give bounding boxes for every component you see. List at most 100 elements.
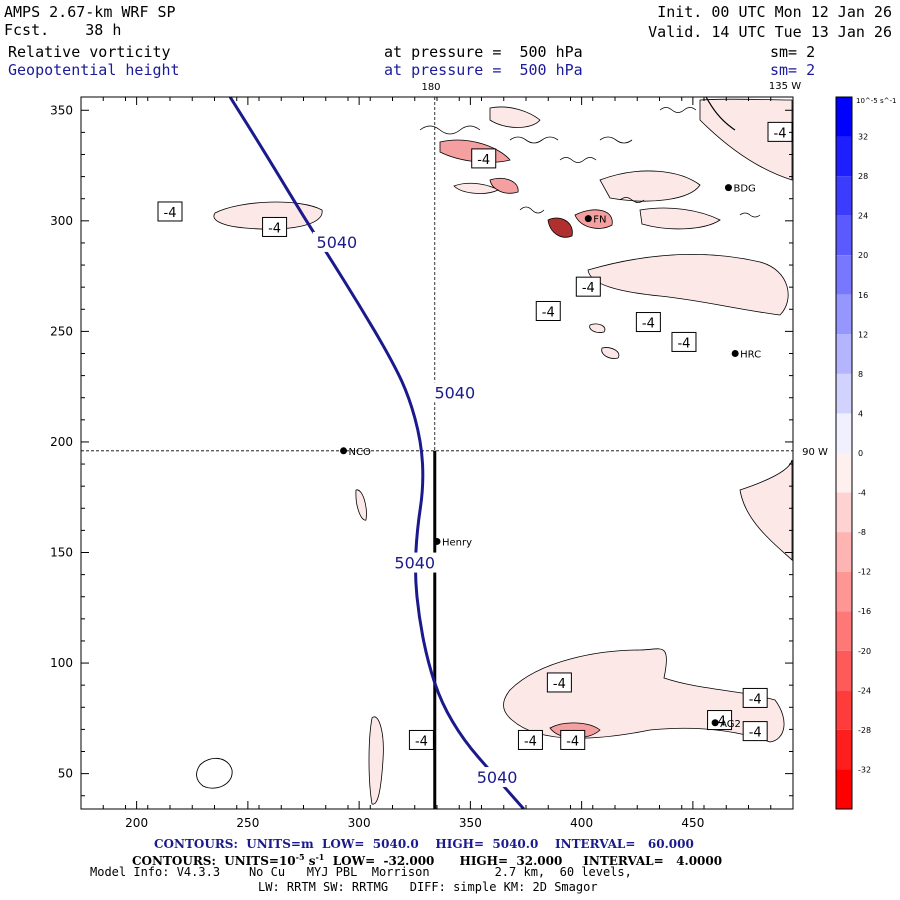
smooth2-label: sm= 2 bbox=[770, 61, 816, 79]
colorbar-segment-17 bbox=[836, 769, 852, 809]
vorticity-region-1 bbox=[587, 254, 789, 316]
colorbar-tick-label: -16 bbox=[858, 607, 871, 616]
fcst-label: Fcst. bbox=[4, 21, 50, 39]
vorticity-contour-3 bbox=[519, 206, 545, 214]
vorticity-contour-label: -4 bbox=[749, 726, 762, 741]
colorbar-segment-3 bbox=[836, 215, 852, 256]
colorbar-tick-label: 20 bbox=[858, 251, 868, 260]
station-dot-bdg bbox=[724, 184, 732, 192]
colorbar-tick-label: 24 bbox=[858, 212, 868, 221]
colorbar-segment-14 bbox=[836, 650, 852, 691]
vorticity-label-box-8 bbox=[742, 687, 768, 708]
station-dot-fn bbox=[584, 215, 592, 223]
y-tick-label: 100 bbox=[50, 656, 73, 670]
x-tick-label: 350 bbox=[459, 816, 482, 830]
vorticity-region-2 bbox=[503, 648, 785, 743]
colorbar-tick-label: 12 bbox=[858, 330, 868, 339]
lon-135w-label: 135 W bbox=[769, 81, 801, 92]
station-label-ag2: AG2 bbox=[720, 719, 741, 730]
footer-l2-exp2: -1 bbox=[315, 852, 325, 862]
colorbar-segment-8 bbox=[836, 413, 852, 453]
vorticity-contour-label: -4 bbox=[774, 126, 787, 141]
vorticity-contour-label: -4 bbox=[164, 206, 177, 221]
station-dot-ag2 bbox=[711, 719, 719, 727]
colorbar-segment-5 bbox=[836, 294, 852, 335]
lon-90w-label: 90 W bbox=[802, 447, 828, 458]
fcst-value: 38 h bbox=[85, 21, 122, 39]
field1-label: Relative vorticity bbox=[8, 43, 171, 61]
colorbar-segment-12 bbox=[836, 571, 852, 612]
vorticity-contour-5 bbox=[659, 107, 697, 113]
vorticity-contour-label: -4 bbox=[566, 734, 579, 749]
y-tick-label: 150 bbox=[50, 546, 73, 560]
x-tick-label: 200 bbox=[125, 816, 148, 830]
footer-line1: CONTOURS: UNITS=m LOW= 5040.0 HIGH= 5040… bbox=[154, 838, 694, 851]
station-dot-henry bbox=[433, 537, 441, 545]
colorbar-tick-label: -8 bbox=[858, 528, 866, 537]
colorbar-tick-label: -20 bbox=[858, 647, 871, 656]
vorticity-contour-0 bbox=[419, 125, 481, 135]
vorticity-contour-label: -4 bbox=[524, 734, 537, 749]
footer-l1-prefix: CONTOURS: UNITS=m LOW= 5040.0 bbox=[154, 837, 419, 851]
vorticity-region-7 bbox=[489, 106, 541, 128]
vorticity-contour-1 bbox=[509, 136, 559, 144]
height-contour-line bbox=[228, 97, 525, 809]
station-label-fn: FN bbox=[593, 215, 606, 226]
model-title: AMPS 2.67-km WRF SP bbox=[4, 3, 176, 21]
vorticity-contour-label: -4 bbox=[553, 677, 566, 692]
height-contour-label: 5040 bbox=[434, 383, 475, 402]
vorticity-label-box-2 bbox=[471, 148, 497, 169]
vorticity-contour-label: -4 bbox=[477, 153, 490, 168]
vorticity-region-15 bbox=[589, 323, 606, 333]
x-tick-label: 400 bbox=[570, 816, 593, 830]
init-time: Init. 00 UTC Mon 12 Jan 26 bbox=[657, 3, 892, 21]
height-label-bg-0 bbox=[312, 231, 361, 252]
vorticity-label-box-4 bbox=[535, 300, 561, 321]
y-tick-label: 300 bbox=[50, 214, 73, 228]
vorticity-contour-6 bbox=[739, 212, 761, 218]
height-label-bg-1 bbox=[430, 382, 479, 403]
colorbar-tick-label: 32 bbox=[858, 133, 868, 142]
colorbar-segment-11 bbox=[836, 532, 852, 572]
colorbar-tick-label: 0 bbox=[858, 449, 863, 458]
footer-line4: LW: RRTM SW: RRTMG DIFF: simple KM: 2D S… bbox=[258, 880, 598, 894]
vorticity-contour-label: -4 bbox=[582, 281, 595, 296]
vorticity-contour-label: -4 bbox=[268, 221, 281, 236]
field2-label: Geopotential height bbox=[8, 61, 180, 79]
vorticity-label-box-6 bbox=[671, 331, 697, 352]
height-label-bg-3 bbox=[473, 767, 522, 788]
y-tick-label: 350 bbox=[50, 103, 73, 117]
lon-180-label: 180 bbox=[421, 82, 440, 93]
footer-l2-mid: s bbox=[304, 854, 316, 868]
vorticity-contour-label: -4 bbox=[749, 692, 762, 707]
vorticity-label-box-3 bbox=[575, 276, 601, 297]
contour-labels: 5040 5040 5040 5040 -4 -4 -4 -4 -4 -4 -4 -4 -4 -4 -4 -4… bbox=[157, 121, 793, 788]
colorbar-tick-label: -24 bbox=[858, 686, 871, 695]
footer-l2-interval: INTERVAL= 4.0000 bbox=[583, 854, 723, 868]
y-tick-label: 50 bbox=[58, 767, 73, 781]
vorticity-region-12 bbox=[574, 209, 613, 229]
y-tick-label: 250 bbox=[50, 324, 73, 338]
colorbar-tick-label: 16 bbox=[858, 291, 868, 300]
x-tick-label: 300 bbox=[348, 816, 371, 830]
footer-l1-high: HIGH= 5040.0 bbox=[435, 837, 539, 851]
vorticity-label-box-0 bbox=[157, 201, 183, 222]
positive-contour-loop bbox=[196, 758, 233, 789]
footer-l2-high: HIGH= 32.000 bbox=[459, 854, 563, 868]
vorticity-region-4 bbox=[368, 716, 384, 805]
vorticity-label-box-13 bbox=[408, 729, 434, 750]
colorbar-segment-10 bbox=[836, 492, 852, 533]
level1-label: at pressure = 500 hPa bbox=[384, 43, 583, 61]
footer-l2-low: LOW= -32.000 bbox=[324, 854, 435, 868]
colorbar-segment-13 bbox=[836, 611, 852, 651]
station-dot-nco bbox=[340, 447, 348, 455]
forecast-hour: Fcst. 38 h bbox=[4, 22, 121, 38]
colorbar-tick-label: 4 bbox=[858, 409, 863, 418]
colorbar-tick-label: 28 bbox=[858, 172, 868, 181]
colorbar: 32 28 24 20 16 12 8 4 0 -4 -8 -12 -16 -20 -24 -28 -32 10^… bbox=[835, 96, 896, 810]
colorbar-segment-15 bbox=[836, 690, 852, 730]
vorticity-contour-2 bbox=[559, 157, 597, 163]
vorticity-fills bbox=[196, 97, 793, 805]
station-dot-hrc bbox=[731, 349, 739, 357]
colorbar-segment-2 bbox=[836, 176, 852, 216]
